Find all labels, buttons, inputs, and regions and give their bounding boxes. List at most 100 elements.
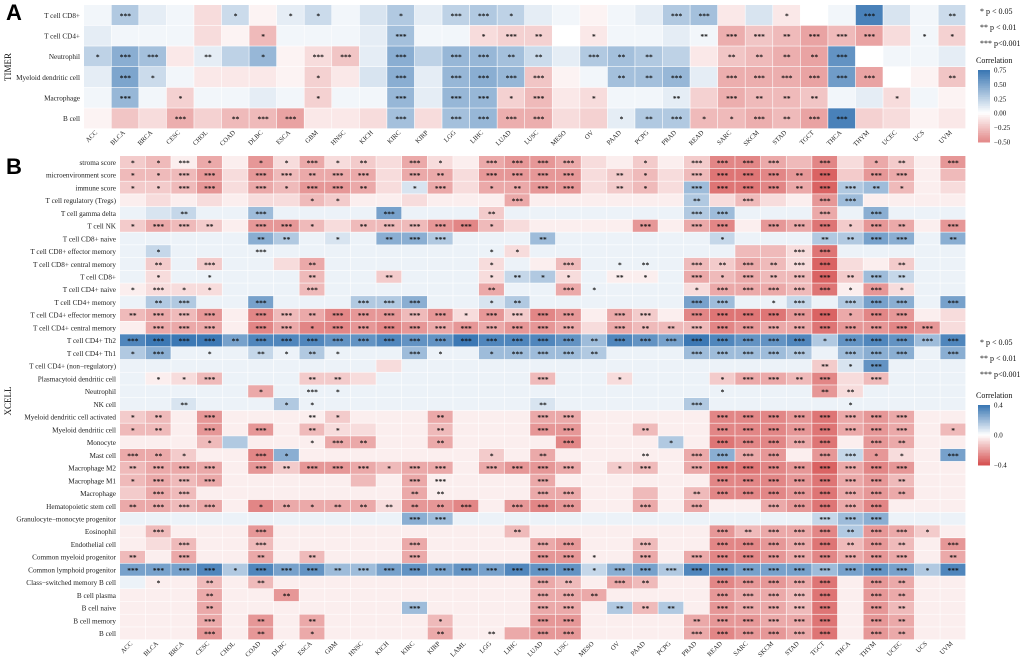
heatmap-cell [786, 410, 812, 423]
row-label: T cell gamma delta [61, 210, 117, 218]
heatmap-cell [350, 474, 376, 487]
panel-a-heatmap: *** * * * * *** *** * *** *** * *** *** *** * *** ** * ** *… [16, 5, 966, 148]
heatmap-cell [414, 5, 442, 26]
sig-legend-b-3: *** p<0.001 [980, 370, 1020, 379]
significance-mark: *** [794, 298, 806, 307]
column-label: UCEC [886, 640, 904, 658]
heatmap-cell [145, 347, 171, 360]
significance-mark: *** [871, 375, 883, 384]
heatmap-cell [662, 5, 690, 26]
heatmap-cell [709, 410, 735, 423]
heatmap-cell [248, 334, 274, 347]
heatmap-cell [427, 436, 453, 449]
heatmap-cell [196, 601, 222, 614]
heatmap-cell [196, 448, 222, 462]
significance-mark: ** [539, 235, 547, 244]
significance-mark: *** [871, 298, 883, 307]
heatmap-cell [837, 385, 863, 398]
heatmap-cell [299, 232, 325, 245]
row-label: Eosinophil [85, 528, 116, 536]
significance-mark: *** [255, 540, 267, 549]
significance-mark: *** [871, 566, 883, 575]
heatmap-cell [889, 347, 915, 360]
heatmap-cell [709, 512, 735, 525]
heatmap-cell [299, 627, 325, 640]
heatmap-cell [684, 181, 710, 194]
significance-mark: *** [871, 209, 883, 218]
heatmap-cell [299, 398, 325, 411]
row-label: T cell CD4+ [44, 33, 80, 41]
significance-mark: * [399, 11, 403, 20]
significance-mark: *** [281, 311, 293, 320]
significance-mark: ** [616, 184, 624, 193]
heatmap-cell [709, 321, 735, 334]
significance-mark: *** [313, 53, 325, 62]
legend-color-step [978, 73, 990, 76]
significance-mark: ** [385, 502, 393, 511]
heatmap-cell [863, 538, 889, 551]
heatmap-cell [632, 206, 658, 220]
heatmap-cell [222, 308, 248, 321]
heatmap-cell [812, 168, 838, 181]
significance-mark: *** [864, 32, 876, 41]
significance-mark: *** [717, 311, 729, 320]
heatmap-cell [248, 206, 274, 220]
significance-mark: ** [591, 349, 599, 358]
heatmap-cell [709, 487, 735, 500]
significance-mark: *** [537, 324, 549, 333]
significance-mark: *** [871, 553, 883, 562]
significance-mark: * [316, 11, 320, 20]
heatmap-cell [735, 372, 761, 385]
heatmap-cell [812, 601, 838, 614]
row-label: B cell plasma [77, 592, 117, 600]
heatmap-cell [684, 550, 710, 563]
heatmap-cell [504, 232, 530, 245]
significance-mark: *** [691, 337, 703, 346]
heatmap-cell [786, 270, 812, 283]
heatmap-cell [248, 436, 274, 449]
significance-mark: *** [845, 324, 857, 333]
significance-mark: * [515, 248, 519, 257]
significance-mark: ** [385, 273, 393, 282]
significance-mark: * [208, 273, 212, 282]
heatmap-cell [376, 601, 402, 614]
heatmap-cell [786, 512, 812, 525]
significance-mark: *** [742, 490, 754, 499]
heatmap-cell [171, 347, 197, 360]
significance-mark: *** [204, 617, 216, 626]
significance-mark: ** [693, 197, 701, 206]
heatmap-cell [914, 525, 940, 538]
heatmap-cell [580, 67, 608, 88]
significance-mark: *** [255, 426, 267, 435]
column-label: KIRP [426, 640, 442, 656]
significance-mark: *** [178, 477, 190, 486]
heatmap-cell [504, 499, 530, 513]
significance-mark: *** [486, 337, 498, 346]
heatmap-cell [812, 589, 838, 602]
heatmap-cell [427, 206, 453, 220]
heatmap-cell [760, 156, 786, 169]
heatmap-cell [889, 372, 915, 385]
heatmap-cell [120, 487, 146, 500]
significance-mark: *** [819, 451, 831, 460]
significance-mark: ** [411, 502, 419, 511]
significance-mark: *** [563, 502, 575, 511]
significance-mark: * [644, 273, 648, 282]
heatmap-cell [863, 194, 889, 207]
significance-mark: ** [898, 273, 906, 282]
column-label: SKCM [743, 129, 761, 147]
heatmap-cell [248, 448, 274, 462]
panel-a-significance-legend: * p < 0.05 ** p < 0.01 *** p<0.001 [980, 7, 1020, 48]
significance-mark: *** [768, 426, 780, 435]
heatmap-cell [889, 194, 915, 207]
significance-mark: *** [896, 426, 908, 435]
significance-mark: ** [821, 388, 829, 397]
heatmap-cell [299, 589, 325, 602]
heatmap-cell [607, 257, 633, 271]
heatmap-cell [453, 474, 479, 487]
row-label: T cell CD4+ effector memory [30, 312, 116, 320]
heatmap-cell [350, 385, 376, 398]
heatmap-cell [773, 87, 801, 108]
heatmap-cell [273, 614, 299, 627]
heatmap-cell [402, 614, 428, 627]
